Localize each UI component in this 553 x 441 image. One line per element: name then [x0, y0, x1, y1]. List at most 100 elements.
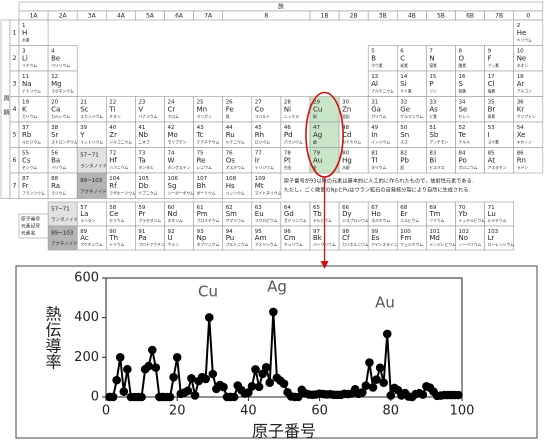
element-symbol: Rf [109, 182, 117, 190]
element-cell [455, 201, 485, 227]
atomic-number: 30 [342, 100, 349, 106]
element-symbol: Mt [255, 182, 264, 190]
atomic-number: 62 [226, 205, 233, 211]
element-name: イットリウム [80, 139, 103, 144]
atomic-number: 53 [488, 125, 495, 131]
element-name: カリホルニウム [342, 242, 369, 247]
atomic-number: 70 [459, 205, 466, 211]
atomic-number: 8 [459, 49, 463, 55]
atomic-number: 2 [517, 23, 521, 29]
element-name: 亜鉛 [342, 114, 350, 119]
element-symbol: Sm [226, 210, 237, 218]
atomic-number: 52 [459, 125, 466, 131]
data-point [251, 365, 260, 374]
element-symbol: Os [226, 156, 236, 164]
data-point [208, 369, 218, 379]
element-symbol: Ru [226, 131, 235, 139]
element-symbol: Md [429, 234, 439, 242]
atomic-number: 69 [429, 205, 436, 211]
atomic-number: 68 [400, 205, 407, 211]
element-name: リン [429, 88, 437, 93]
element-symbol: In [371, 131, 378, 139]
element-name: ヨウ素 [488, 139, 500, 144]
period-label: 周期 [2, 95, 9, 123]
element-name: ハフニウム [109, 165, 128, 170]
element-symbol: Tc [196, 131, 204, 139]
data-point [183, 386, 193, 396]
atomic-number: 14 [400, 74, 407, 80]
element-name: サマリウム [226, 218, 245, 223]
element-cell [396, 70, 427, 97]
group-label: 4A [117, 12, 126, 19]
element-name: プラセオジム [138, 218, 161, 223]
element-name: スカンジウム [80, 114, 103, 119]
element-name: エルビウム [400, 218, 419, 223]
element-cell [222, 225, 253, 251]
element-symbol: At [488, 156, 496, 164]
element-symbol: Cr [168, 105, 176, 113]
data-point [219, 382, 228, 392]
element-name: レニウム [197, 165, 212, 170]
element-symbol: Bk [313, 234, 323, 242]
element-name: ルテチウム [488, 218, 507, 223]
element-name: 銅 [313, 114, 317, 119]
chart-panel [15, 265, 538, 439]
element-symbol: He [517, 29, 527, 37]
element-name: ガリウム [371, 114, 386, 119]
element-cell [47, 225, 78, 251]
element-name: ウラン [168, 242, 180, 247]
element-name: セシウム [22, 165, 37, 170]
element-cell [106, 96, 136, 123]
series-range: 57~71 [51, 207, 70, 213]
element-name: リチウム [22, 63, 37, 68]
element-cell [164, 121, 194, 148]
atomic-number: 72 [109, 151, 116, 157]
atomic-number: 76 [226, 151, 233, 157]
group-label: 3B [379, 12, 387, 19]
element-symbol: Sc [80, 105, 88, 113]
element-name: プロトアクチニウム [138, 242, 172, 247]
atomic-number: 63 [255, 205, 262, 211]
element-name: 銀 [313, 139, 317, 144]
element-symbol: Ti [108, 105, 115, 113]
atomic-number: 93 [197, 229, 204, 235]
element-cell [47, 201, 78, 227]
element-cell [18, 172, 49, 199]
element-name: 塩素 [488, 88, 496, 93]
element-name: キュリウム [284, 242, 303, 247]
element-cell [280, 225, 311, 251]
element-symbol: Pm [197, 210, 208, 218]
element-name: シーボーギウム [168, 190, 195, 195]
element-cell [396, 121, 427, 148]
atomic-number: 40 [109, 125, 116, 131]
x-axis-title: 原子番号 [252, 422, 316, 441]
element-cell [455, 225, 485, 251]
element-name: ボーリウム [197, 190, 216, 195]
element-name: ポロニウム [459, 165, 478, 170]
element-symbol: Es [371, 234, 379, 242]
element-cell [513, 147, 544, 174]
element-symbol: Pb [400, 156, 409, 164]
atomic-number: 80 [342, 151, 349, 157]
element-symbol: Te [458, 131, 466, 139]
element-symbol: W [168, 156, 175, 164]
element-symbol: U [168, 234, 173, 242]
element-cell [76, 121, 107, 148]
atomic-number: 89 [80, 229, 87, 235]
atomic-number: 17 [488, 74, 495, 80]
data-point [379, 378, 388, 388]
element-cell [47, 70, 78, 97]
element-symbol: Mn [197, 105, 207, 113]
element-cell [76, 172, 107, 199]
highlight-arrowhead [320, 261, 329, 269]
atomic-number: 4 [51, 49, 55, 55]
element-cell [367, 121, 398, 148]
atomic-number: 20 [51, 100, 58, 106]
data-point [375, 363, 385, 373]
y-tick-label: 0 [91, 390, 99, 405]
element-name: アメリシウム [255, 242, 278, 247]
x-tick-label: 60 [311, 404, 328, 419]
element-cell [280, 96, 311, 123]
element-name: 白金 [284, 165, 292, 170]
series-name: アクチノイド [80, 189, 107, 195]
